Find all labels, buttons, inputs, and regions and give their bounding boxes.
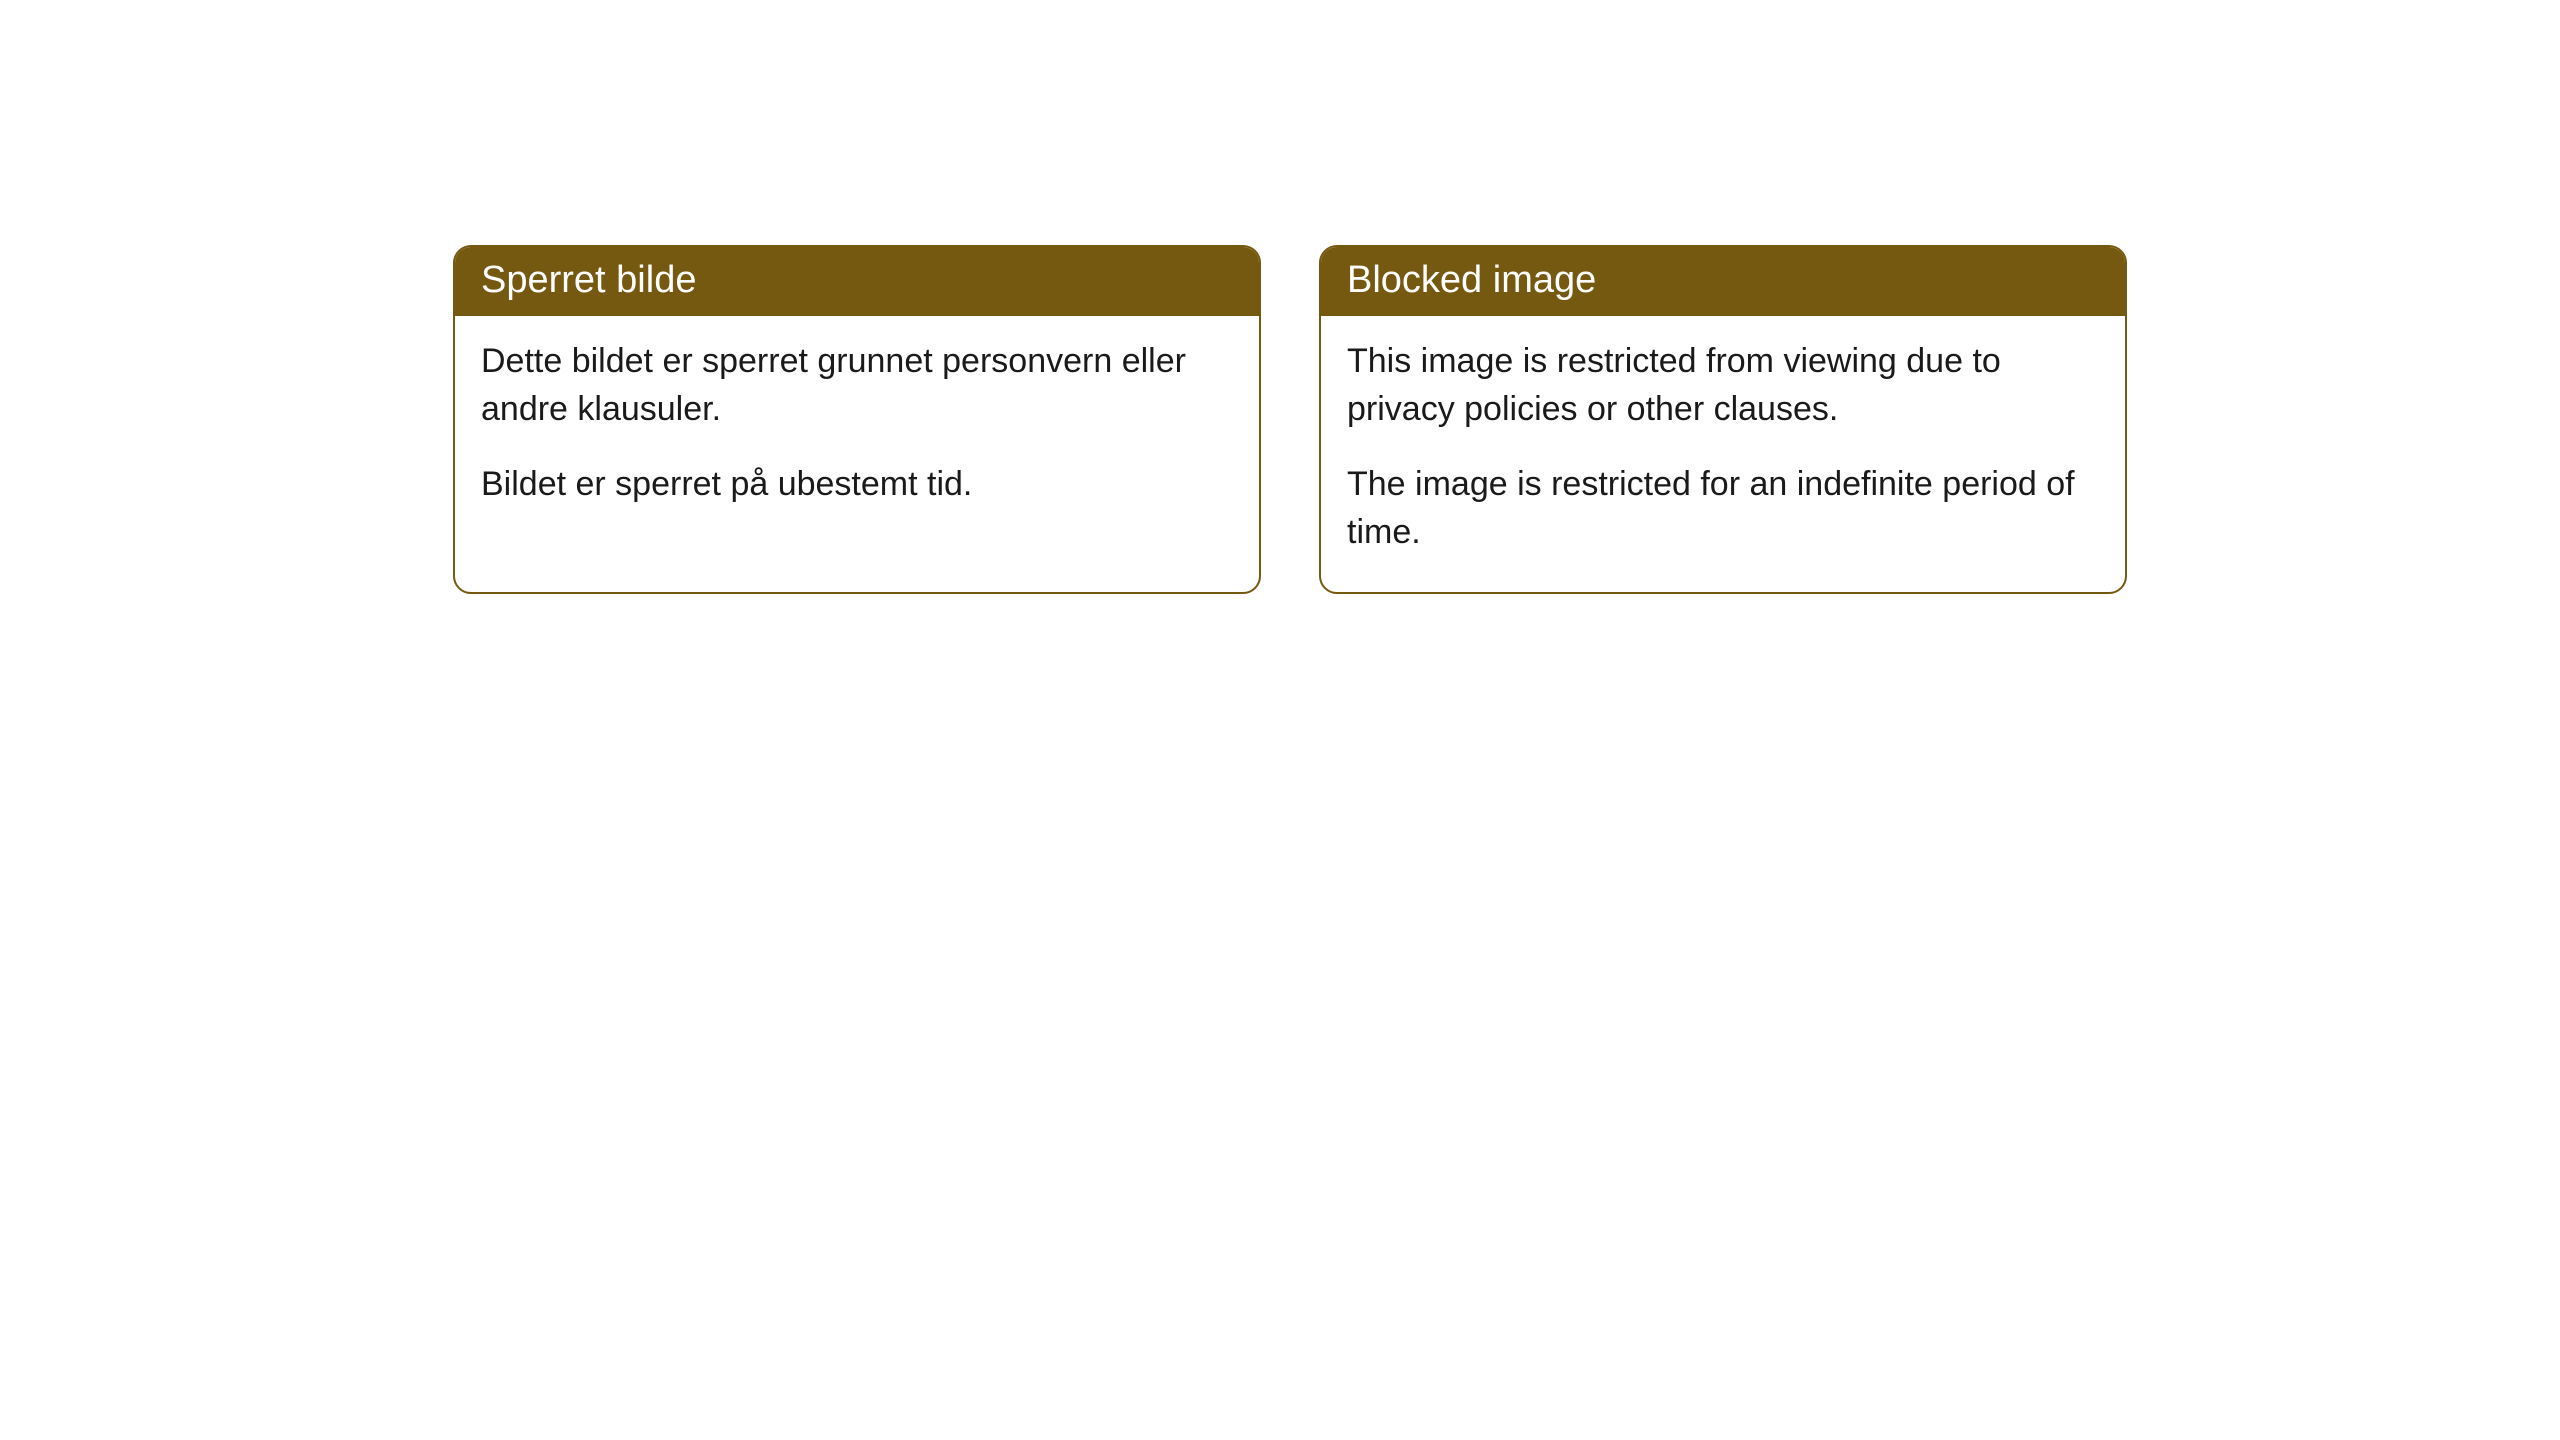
card-body-norwegian: Dette bildet er sperret grunnet personve… bbox=[455, 316, 1259, 545]
notice-text-2-norwegian: Bildet er sperret på ubestemt tid. bbox=[481, 461, 1233, 509]
notice-card-norwegian: Sperret bilde Dette bildet er sperret gr… bbox=[453, 245, 1261, 594]
notice-text-1-english: This image is restricted from viewing du… bbox=[1347, 338, 2099, 433]
notice-card-english: Blocked image This image is restricted f… bbox=[1319, 245, 2127, 594]
notice-container: Sperret bilde Dette bildet er sperret gr… bbox=[453, 245, 2127, 594]
card-header-english: Blocked image bbox=[1321, 247, 2125, 316]
notice-text-2-english: The image is restricted for an indefinit… bbox=[1347, 461, 2099, 556]
card-body-english: This image is restricted from viewing du… bbox=[1321, 316, 2125, 592]
card-header-norwegian: Sperret bilde bbox=[455, 247, 1259, 316]
notice-text-1-norwegian: Dette bildet er sperret grunnet personve… bbox=[481, 338, 1233, 433]
